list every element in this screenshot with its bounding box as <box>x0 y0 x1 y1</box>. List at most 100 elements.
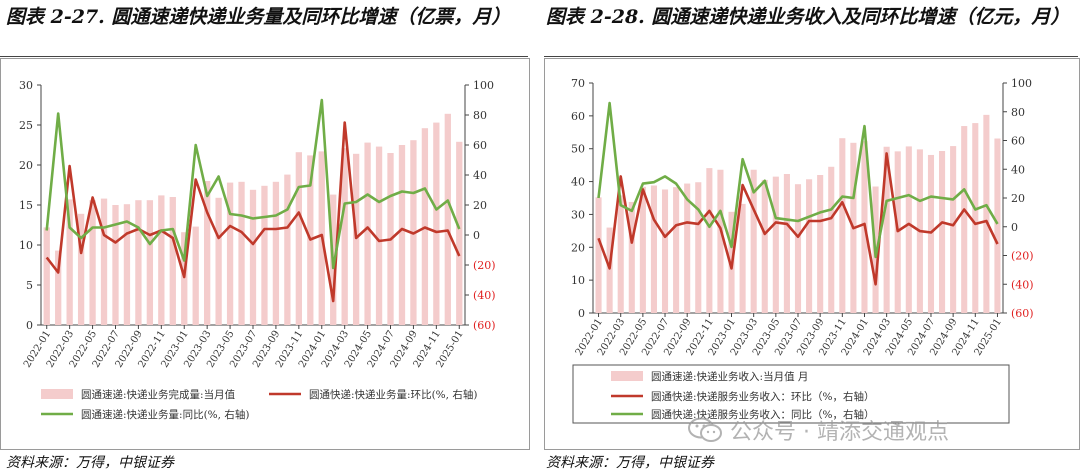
legend-label: 圆通快递:快递服务业务收入：环比（%，右轴） <box>651 390 875 403</box>
chart-left-svg: 051015202530(60)(40)(20)0204060801002022… <box>19 79 496 421</box>
volume-bar <box>695 182 702 313</box>
volume-bar <box>375 146 383 325</box>
volume-bar <box>456 141 463 325</box>
volume-bar <box>169 197 176 325</box>
volume-bar <box>77 213 85 325</box>
y-right-tick-label: (40) <box>1011 278 1034 291</box>
volume-bar <box>261 185 268 325</box>
volume-bar <box>272 181 280 325</box>
volume-bar <box>750 169 757 313</box>
source-note-right: 资料来源：万得，中银证券 <box>546 455 714 471</box>
volume-bar <box>939 151 946 313</box>
volume-bar <box>661 189 669 313</box>
volume-bar <box>123 204 131 325</box>
watermark-text: 公众号 · 靖添交通观点 <box>730 420 949 445</box>
volume-bar <box>43 227 50 325</box>
mom-line <box>45 121 461 303</box>
volume-bar <box>55 250 62 325</box>
volume-bar <box>444 113 451 325</box>
legend-box <box>572 364 1010 424</box>
volume-bar <box>794 184 802 313</box>
y-right-tick-label: 80 <box>473 109 487 122</box>
y-left-tick-label: 40 <box>571 176 585 189</box>
volume-bar <box>961 126 968 314</box>
volume-bar <box>66 199 73 325</box>
watermark: 公众号 · 靖添交通观点 <box>688 413 1060 447</box>
volume-bar <box>226 182 234 325</box>
legend-swatch-bar <box>41 389 73 399</box>
volume-bar <box>706 168 713 313</box>
chart-right-title: 图表 2-28. 圆通速递快递业务收入及同环比增速（亿元，月） <box>546 6 1070 28</box>
y-left-tick-label: 15 <box>19 199 33 212</box>
volume-bar <box>817 175 824 313</box>
y-right-tick-label: 0 <box>473 229 480 242</box>
volume-bar <box>158 195 165 325</box>
y-left-tick-label: 25 <box>19 119 33 132</box>
chart-right-svg: 010203040506070(60)(40)(20)0204060801002… <box>571 77 1034 424</box>
y-left-tick-label: 30 <box>19 79 33 92</box>
volume-bar <box>112 205 119 325</box>
volume-bar <box>883 146 890 313</box>
volume-bar <box>650 185 657 313</box>
volume-bar <box>606 227 613 313</box>
volume-bar <box>89 200 96 325</box>
volume-bar <box>717 169 724 313</box>
volume-bar <box>146 200 154 325</box>
volume-bar <box>398 145 406 325</box>
y-left-tick-label: 0 <box>26 319 33 332</box>
source-note-left: 资料来源：万得，中银证券 <box>6 455 174 471</box>
volume-bar <box>628 201 635 313</box>
volume-bar <box>341 148 348 325</box>
volume-bar <box>364 142 371 325</box>
volume-bar <box>595 197 602 313</box>
volume-bar <box>739 203 746 313</box>
volume-bar <box>295 152 302 325</box>
chart-left-title: 图表 2-27. 圆通速递快递业务量及同环比增速（亿票，月） <box>6 6 511 28</box>
volume-bar <box>783 174 790 313</box>
volume-bar <box>249 189 257 325</box>
y-right-tick-label: 20 <box>1011 192 1025 205</box>
volume-bar <box>204 181 211 325</box>
volume-bar <box>905 146 912 313</box>
volume-bar <box>772 176 779 313</box>
volume-bar <box>284 174 291 325</box>
volume-bar <box>828 166 835 313</box>
volume-bar <box>684 183 691 313</box>
title-rule-right <box>544 56 1078 57</box>
y-left-tick-label: 10 <box>571 274 585 287</box>
y-right-tick-label: 80 <box>1011 106 1025 119</box>
y-right-tick-label: (60) <box>1011 307 1034 320</box>
y-right-tick-label: (20) <box>473 259 496 272</box>
y-right-tick-label: 100 <box>1011 77 1032 90</box>
legend-label: 圆通速递:快递业务量:同比(%, 右轴) <box>81 408 249 421</box>
volume-bar <box>135 200 142 325</box>
legend-swatch-bar <box>611 371 643 381</box>
y-left-tick-label: 10 <box>19 239 33 252</box>
volume-bar <box>983 114 990 313</box>
y-left-tick-label: 20 <box>571 241 585 254</box>
volume-bar <box>100 198 108 325</box>
y-right-tick-label: 40 <box>1011 163 1025 176</box>
y-right-tick-label: (20) <box>1011 250 1034 263</box>
y-right-tick-label: 60 <box>1011 135 1025 148</box>
volume-bar <box>673 187 680 313</box>
y-left-tick-label: 0 <box>578 307 585 320</box>
volume-bar <box>352 153 360 325</box>
volume-bar <box>839 138 846 313</box>
volume-bar <box>238 181 245 325</box>
chart-right-panel: 0 10 20 30 40 50 60 70 (60) (40) (20) 0 20 40 60 80 100 2… <box>544 58 1080 450</box>
y-right-tick-label: 20 <box>473 199 487 212</box>
yoy-line <box>597 101 999 259</box>
mom-line <box>597 152 999 286</box>
y-left-tick-label: 60 <box>571 110 585 123</box>
y-right-tick-label: 100 <box>473 79 494 92</box>
volume-bar <box>192 226 199 325</box>
volume-bar <box>950 146 957 313</box>
legend-label: 圆通速递:快递业务收入:当月值 月 <box>651 370 808 383</box>
y-left-tick-label: 30 <box>571 208 585 221</box>
y-right-tick-label: 0 <box>1011 221 1018 234</box>
volume-bar <box>927 154 935 313</box>
volume-bar <box>972 123 979 313</box>
volume-bar <box>639 186 646 313</box>
y-left-tick-label: 20 <box>19 159 33 172</box>
